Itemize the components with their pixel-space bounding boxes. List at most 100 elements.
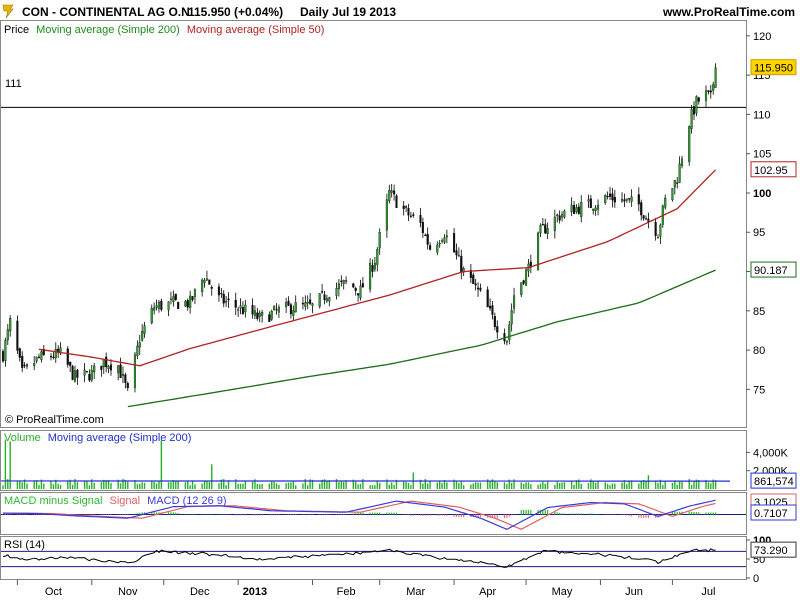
candle-body (119, 364, 122, 379)
volume-bar (9, 441, 11, 489)
macd-histogram-bar (556, 512, 558, 515)
volume-bars (0, 439, 731, 489)
month-label: Mar (406, 586, 425, 598)
volume-bar (278, 484, 280, 489)
candle-body (258, 312, 261, 317)
volume-bar (235, 479, 237, 489)
macd-histogram-bar (664, 514, 666, 515)
month-label: May (552, 586, 573, 598)
volume-bar (100, 482, 103, 489)
macd-histogram-bar (623, 514, 626, 515)
candle-body (270, 310, 273, 320)
candle-body (25, 364, 29, 367)
candle-body (570, 204, 573, 213)
volume-tick-label: 4,000K (753, 447, 789, 459)
candle-body (429, 245, 432, 250)
macd-histogram-bar (2, 514, 4, 515)
macd-histogram-bar (419, 514, 422, 516)
candle-body (167, 301, 170, 311)
macd-histogram-bar (688, 511, 690, 515)
macd-histogram-bar (170, 512, 172, 515)
volume-bar (378, 483, 381, 489)
macd-histogram-bar (338, 514, 340, 515)
macd-histogram-bar (335, 514, 338, 515)
volume-bar (407, 483, 410, 489)
macd-histogram-bar (189, 514, 191, 515)
volume-bar (645, 480, 647, 489)
candle-body (35, 356, 38, 362)
candle-body (105, 356, 108, 368)
macd-histogram-bar (571, 513, 573, 515)
volume-bar (530, 484, 532, 489)
volume-bar (158, 481, 160, 489)
volume-bar (203, 480, 206, 489)
macd-line (3, 499, 716, 530)
legend-rsi: RSI (14) (4, 539, 45, 551)
volume-bar (259, 484, 261, 489)
volume-bar (707, 482, 710, 489)
macd-histogram-bar (590, 513, 592, 515)
volume-bar (352, 479, 355, 489)
candle-body (395, 195, 398, 209)
candle-body (174, 293, 177, 300)
candle-body (654, 222, 657, 236)
macd-histogram-bar (427, 514, 429, 516)
volume-bar (587, 483, 590, 489)
candle-body (695, 96, 698, 114)
volume-value-tag-text: 861,574 (754, 476, 794, 488)
macd-histogram-bar (513, 514, 515, 515)
macd-histogram-bar (578, 513, 580, 515)
macd-histogram-bar (479, 514, 482, 518)
candle-body (620, 199, 624, 202)
ma200-value-tag: 90.187 (750, 261, 797, 278)
last-price-tag-text: 115.950 (754, 63, 793, 75)
volume-bar (71, 484, 74, 489)
candle-body (18, 348, 21, 358)
volume-bar (86, 481, 88, 489)
volume-bar (405, 481, 407, 489)
candle-body (256, 312, 259, 319)
macd-histogram-bar (443, 514, 446, 516)
volume-bar (460, 480, 462, 489)
candle-body (208, 279, 211, 285)
candle-body (630, 196, 633, 202)
candle-body (546, 228, 549, 234)
macd-histogram-bar (295, 514, 297, 515)
macd-histogram-bar (340, 514, 342, 515)
candle-body (191, 296, 194, 300)
volume-bar (462, 485, 465, 489)
volume-bar (594, 482, 597, 489)
macd-histogram-bar (595, 513, 597, 515)
macd-histogram-bar (91, 514, 93, 515)
volume-bar (690, 485, 693, 489)
volume-bar (503, 482, 506, 489)
macd-histogram-bar (691, 511, 693, 515)
volume-bar (527, 482, 530, 489)
macd-histogram-bar (292, 514, 294, 515)
macd-histogram-bar (453, 514, 455, 517)
volume-bar (50, 481, 52, 489)
volume-bar (302, 483, 304, 489)
candle-body (560, 214, 564, 218)
candle-body (241, 307, 244, 315)
macd-histogram-bar (638, 514, 640, 518)
macd-histogram-bar (328, 514, 330, 515)
macd-histogram-bar (105, 514, 107, 515)
macd-histogram-bar (278, 514, 280, 515)
price-panel: Price Moving average (Simple 200) Moving… (0, 20, 797, 428)
macd-histogram-bar (191, 514, 194, 515)
volume-bar (2, 485, 4, 489)
candle-body (323, 294, 326, 301)
macd-histogram-bar (674, 511, 676, 515)
price-tick-label: 95 (753, 227, 765, 239)
volume-bar (83, 481, 86, 489)
volume-bar (275, 483, 278, 489)
candle-body (121, 373, 125, 376)
candle-body (479, 287, 482, 291)
month-label: Jun (625, 586, 643, 598)
candle-body (537, 232, 540, 271)
macd-histogram-bar (626, 514, 628, 516)
macd-histogram-bar (110, 514, 112, 515)
